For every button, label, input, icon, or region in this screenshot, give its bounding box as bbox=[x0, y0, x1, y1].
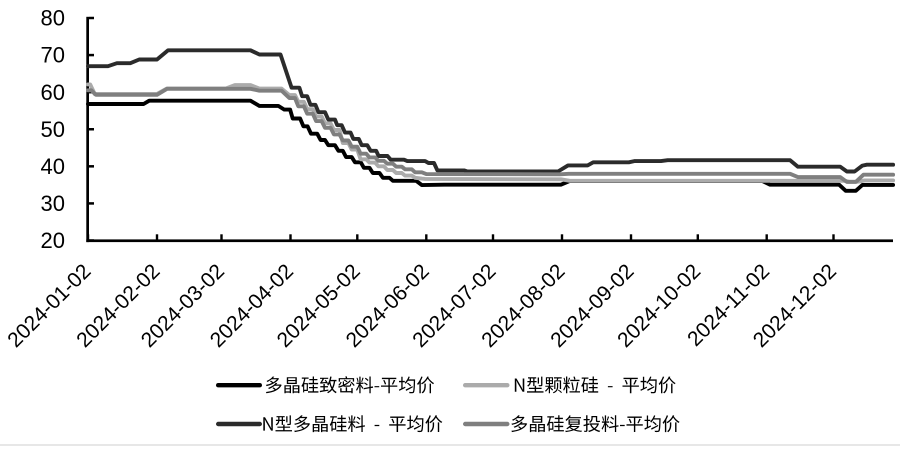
svg-text:50: 50 bbox=[41, 117, 65, 142]
svg-text:60: 60 bbox=[41, 80, 65, 105]
svg-text:70: 70 bbox=[41, 43, 65, 68]
svg-text:20: 20 bbox=[41, 228, 65, 253]
svg-text:40: 40 bbox=[41, 154, 65, 179]
svg-text:80: 80 bbox=[41, 6, 65, 31]
svg-text:30: 30 bbox=[41, 191, 65, 216]
